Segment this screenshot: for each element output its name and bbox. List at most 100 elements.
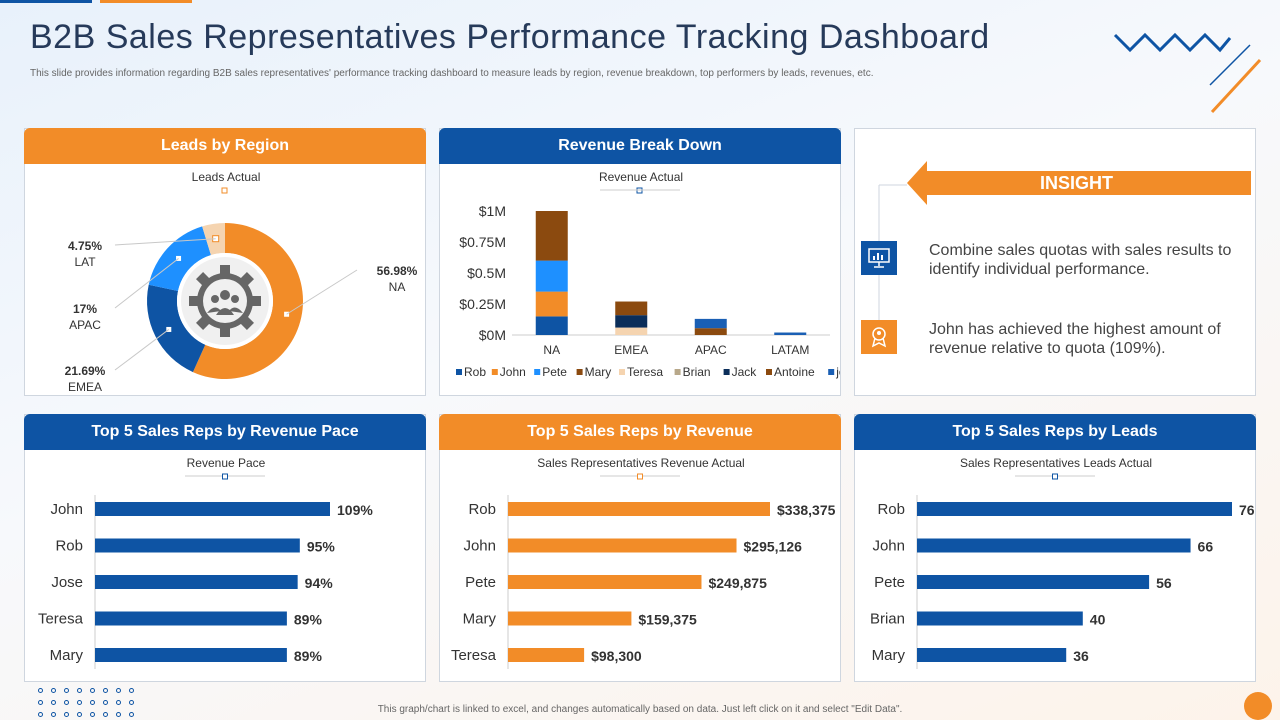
- bar-category-label: Teresa: [451, 647, 497, 664]
- x-tick-label: LATAM: [771, 343, 809, 357]
- dot: [129, 700, 134, 705]
- bar-value-label: 89%: [294, 612, 323, 628]
- dot: [77, 688, 82, 693]
- reps-revenue-panel: Top 5 Sales Reps by Revenue Sales Repres…: [439, 414, 841, 682]
- bar-category-label: Pete: [874, 574, 905, 591]
- bar-john: [95, 502, 330, 516]
- reps-leads-subtitle: Sales Representatives Leads Actual: [959, 456, 1153, 470]
- stack-segment-jord: [774, 332, 807, 335]
- dot: [103, 712, 108, 717]
- leads-legend-marker: [221, 187, 228, 194]
- donut-leader-na: [286, 269, 358, 315]
- reps-leads-panel: Top 5 Sales Reps by Leads Sales Represen…: [854, 414, 1256, 682]
- legend-marker: [222, 473, 228, 480]
- donut-label-emea: EMEA: [68, 380, 102, 394]
- revenue-pace-panel: Top 5 Sales Reps by Revenue Pace Revenue…: [24, 414, 426, 682]
- leads-donut-chart: 56.98% NA 21.69% EMEA 17% APAC 4.75% LAT: [65, 187, 418, 394]
- insight-text-2: John has achieved the highest amount of …: [929, 321, 1221, 357]
- dot: [64, 700, 69, 705]
- revenue-pace-bar-chart: John 109% Rob 95% Jose 94% Teresa 89% Mary 89%: [38, 473, 373, 669]
- bar-john: [917, 538, 1191, 553]
- bar-value-label: 109%: [337, 502, 373, 518]
- y-tick-label: $1M: [479, 203, 506, 219]
- bar-value-label: $159,375: [638, 612, 697, 628]
- legend-label-teresa: Teresa: [627, 365, 663, 379]
- bar-value-label: 66: [1198, 539, 1214, 555]
- bar-category-label: Rob: [468, 501, 496, 518]
- legend-label-pete: Pete: [542, 365, 567, 379]
- legend-label-antoine: Antoine: [774, 365, 815, 379]
- reps-revenue-bar-chart: Rob $338,375 John $295,126 Pete $249,875 Mary $…: [451, 473, 836, 669]
- legend-label-jord: jord: [835, 365, 840, 379]
- bar-rob: [95, 538, 300, 553]
- donut-leader-emea: [114, 329, 170, 371]
- legend-label-mary: Mary: [585, 365, 612, 379]
- donut-value-na: 56.98%: [377, 264, 418, 278]
- legend-swatch-rob: [456, 369, 462, 375]
- bar-category-label: Teresa: [38, 611, 84, 628]
- dot: [129, 712, 134, 717]
- dot: [64, 712, 69, 717]
- reps-leads-bar-chart: Rob 76 John 66 Pete 56 Brian 40 Mary 36: [870, 473, 1255, 669]
- bar-rob: [917, 502, 1232, 516]
- stack-segment-rob: [535, 316, 568, 335]
- bar-value-label: 76: [1239, 502, 1255, 518]
- stack-segment-jord: [694, 318, 727, 329]
- team-gear-icon: [189, 265, 261, 337]
- donut-leader-apac: [114, 258, 179, 309]
- legend-swatch-teresa: [619, 369, 625, 375]
- bar-value-label: 36: [1073, 648, 1089, 664]
- bar-rob: [508, 502, 770, 516]
- x-tick-label: NA: [543, 343, 560, 357]
- y-tick-label: $0M: [479, 327, 506, 343]
- dot: [51, 700, 56, 705]
- bar-category-label: John: [463, 538, 496, 555]
- bar-value-label: $338,375: [777, 502, 836, 518]
- stack-segment-pete: [535, 260, 568, 292]
- bar-john: [508, 538, 737, 553]
- legend-label-brian: Brian: [683, 365, 711, 379]
- reps-leads-title: Top 5 Sales Reps by Leads: [854, 414, 1256, 450]
- legend-swatch-antoine: [766, 369, 772, 375]
- dot: [77, 700, 82, 705]
- bar-mary: [508, 611, 632, 626]
- legend-label-jack: Jack: [732, 365, 758, 379]
- insight-text-1: Combine sales quotas with sales results …: [929, 242, 1232, 278]
- legend-marker: [1052, 473, 1058, 480]
- revenue-breakdown-panel: Revenue Break Down Revenue Actual $0M $0.…: [439, 128, 841, 396]
- bar-category-label: Brian: [870, 611, 905, 628]
- leads-by-region-title: Leads by Region: [24, 128, 426, 164]
- bar-category-label: John: [50, 501, 83, 518]
- dot: [90, 700, 95, 705]
- reps-revenue-subtitle: Sales Representatives Revenue Actual: [537, 456, 745, 470]
- donut-label-na: NA: [389, 280, 406, 294]
- bar-value-label: 95%: [307, 539, 336, 555]
- top-accent-blue: [0, 0, 92, 3]
- donut-slice-emea: [147, 284, 206, 373]
- revenue-chart-subtitle: Revenue Actual: [598, 170, 684, 184]
- dot: [77, 712, 82, 717]
- bar-value-label: $295,126: [744, 539, 803, 555]
- corner-circle-decoration: [1244, 692, 1272, 720]
- top-accent-orange: [100, 0, 192, 3]
- donut-label-apac: APAC: [69, 318, 101, 332]
- bar-pete: [508, 575, 702, 589]
- insight-label: INSIGHT: [1040, 173, 1114, 193]
- bar-jose: [95, 575, 298, 589]
- zigzag-decoration-icon: [1113, 32, 1262, 114]
- dot: [38, 712, 43, 717]
- legend-marker: [637, 473, 643, 480]
- stack-segment-jack: [615, 315, 648, 328]
- donut-value-lat: 4.75%: [68, 239, 102, 253]
- bar-mary: [917, 648, 1067, 662]
- revenue-breakdown-title: Revenue Break Down: [439, 128, 841, 164]
- bar-category-label: Pete: [465, 574, 496, 591]
- legend-label-rob: Rob: [464, 365, 486, 379]
- stack-segment-antoine: [535, 211, 568, 261]
- dot: [90, 712, 95, 717]
- bar-value-label: 40: [1090, 612, 1106, 628]
- stack-segment-teresa: [615, 327, 648, 335]
- donut-leader-lat: [114, 238, 216, 246]
- leads-by-region-panel: Leads by Region Leads Actual 56.98% NA 21.…: [24, 128, 426, 396]
- legend-swatch-mary: [576, 369, 583, 375]
